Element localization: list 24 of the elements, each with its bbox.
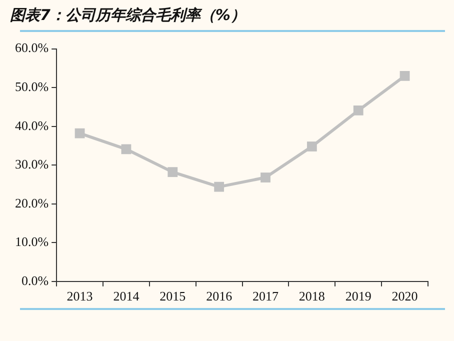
x-tick-label: 2019: [345, 288, 372, 304]
x-tick-label: 2013: [66, 288, 93, 304]
x-tick-label: 2020: [392, 288, 418, 304]
point: [214, 182, 224, 192]
y-tick-label: 60.0%: [14, 40, 49, 56]
x-tick-label: 2015: [160, 288, 186, 304]
y-tick-label: 20.0%: [14, 195, 49, 210]
point: [168, 167, 178, 178]
y-tick-label: 50.0%: [14, 78, 49, 94]
x-tick-label: 2017: [252, 288, 280, 304]
x-tick-label: 2014: [113, 288, 140, 304]
point: [74, 128, 85, 138]
chart-title: 图表7：公司历年综合毛利率（%）: [10, 6, 246, 25]
x-tick-label: 2018: [298, 288, 325, 304]
point: [353, 105, 364, 116]
point: [121, 144, 132, 154]
x-tick-label: 2016: [206, 288, 233, 304]
y-tick-label: 10.0%: [14, 234, 49, 250]
point: [306, 142, 317, 152]
y-tick-label: 30.0%: [14, 156, 49, 172]
point: [400, 70, 410, 81]
point: [260, 172, 270, 182]
y-tick-label: 40.0%: [14, 118, 49, 133]
y-tick-label: 0.0%: [21, 272, 49, 288]
